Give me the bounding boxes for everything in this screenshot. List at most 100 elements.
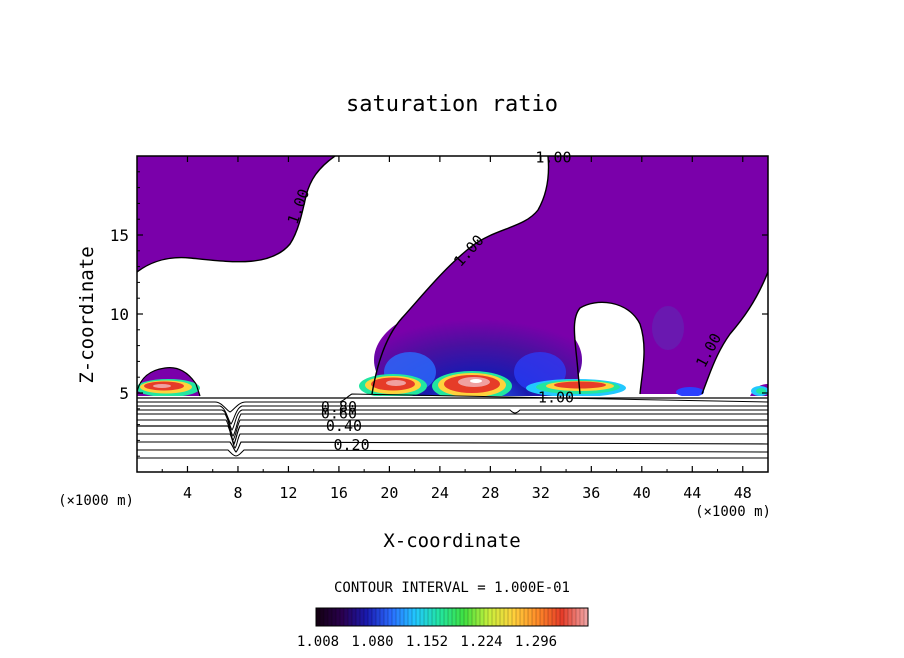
x-unit-left: (×1000 m) <box>58 493 134 509</box>
colorbar-stripe <box>548 608 553 626</box>
colorbar-stripe <box>532 608 537 626</box>
colorbar-stripe <box>504 608 509 626</box>
colorbar-stripe <box>468 608 473 626</box>
contour-label: 0.40 <box>326 417 362 435</box>
colorbar-stripe <box>408 608 413 626</box>
y-axis-label: Z-coordinate <box>76 246 98 383</box>
contour-label: 1.00 <box>538 389 574 407</box>
colorbar-stripe <box>516 608 521 626</box>
chart-title: saturation ratio <box>346 92 558 117</box>
contour-label-text: 0.60 <box>321 405 357 423</box>
colorbar-stripe <box>372 608 377 626</box>
colorbar-stripe <box>556 608 561 626</box>
colorbar-stripe <box>340 608 345 626</box>
colorbar-stripe <box>452 608 457 626</box>
colorbar-stripe <box>568 608 573 626</box>
colorbar-stripe <box>360 608 365 626</box>
colorbar-tick-label: 1.080 <box>351 634 393 650</box>
colorbar-stripe <box>464 608 469 626</box>
colorbar-stripe <box>428 608 433 626</box>
colorbar-tick-label: 1.152 <box>406 634 448 650</box>
x-tick-label: 48 <box>734 484 752 502</box>
y-tick-label: 10 <box>110 305 129 324</box>
x-tick-label: 12 <box>279 484 297 502</box>
contour-label: 0.20 <box>333 436 369 454</box>
colorbar-stripe <box>440 608 445 626</box>
y-axis-ticks: 5 10 15 <box>110 171 768 457</box>
colorbar-stripe <box>492 608 497 626</box>
contour-label-text: 1.00 <box>538 389 574 407</box>
colorbar-stripe <box>344 608 349 626</box>
contour-label: 1.00 <box>535 149 571 167</box>
colorbar-stripe <box>336 608 341 626</box>
colorbar-stripe <box>572 608 577 626</box>
colorbar-stripe <box>564 608 569 626</box>
colorbar-stripe <box>560 608 565 626</box>
contour-interval-text: CONTOUR INTERVAL = 1.000E-01 <box>334 580 570 596</box>
colorbar-stripe <box>500 608 505 626</box>
colorbar-tick-label: 1.296 <box>515 634 557 650</box>
colorbar-stripe <box>332 608 337 626</box>
colorbar-stripe <box>396 608 401 626</box>
weak-patch-40 <box>652 306 684 350</box>
colorbar-stripe <box>392 608 397 626</box>
colorbar-stripe <box>352 608 357 626</box>
colorbar-tick-label: 1.008 <box>297 634 339 650</box>
colorbar-stripes <box>315 608 589 626</box>
colorbar-stripe <box>448 608 453 626</box>
colorbar-stripe <box>388 608 393 626</box>
x-unit-right: (×1000 m) <box>695 504 771 520</box>
cloud-cores <box>137 371 768 401</box>
colorbar-stripe <box>540 608 545 626</box>
colorbar-stripe <box>316 608 321 626</box>
colorbar-stripe <box>496 608 501 626</box>
colorbar-stripe <box>444 608 449 626</box>
colorbar-stripe <box>416 608 421 626</box>
x-tick-label: 36 <box>582 484 600 502</box>
colorbar-stripe <box>520 608 525 626</box>
colorbar-stripe <box>412 608 417 626</box>
x-tick-label: 44 <box>683 484 701 502</box>
colorbar-tick-label: 1.224 <box>460 634 502 650</box>
colorbar-stripe <box>528 608 533 626</box>
colorbar-stripe <box>432 608 437 626</box>
contour-label-text: 0.20 <box>333 436 369 454</box>
colorbar-stripe <box>544 608 549 626</box>
colorbar-stripe <box>420 608 425 626</box>
x-tick-label: 28 <box>481 484 499 502</box>
colorbar-stripe <box>584 608 589 626</box>
colorbar-stripe <box>368 608 373 626</box>
colorbar-stripe <box>400 608 405 626</box>
colorbar-stripe <box>576 608 581 626</box>
plot-area <box>137 156 768 472</box>
x-axis-ticks: 4 8 12 16 20 24 28 32 36 40 44 48 <box>161 156 752 502</box>
y-tick-label: 15 <box>110 226 129 245</box>
colorbar-stripe <box>524 608 529 626</box>
colorbar-stripe <box>364 608 369 626</box>
colorbar-stripe <box>320 608 325 626</box>
colorbar-stripe <box>552 608 557 626</box>
colorbar-stripe <box>436 608 441 626</box>
x-axis-label: X-coordinate <box>383 530 520 552</box>
colorbar-stripe <box>472 608 477 626</box>
colorbar-stripe <box>488 608 493 626</box>
x-tick-label: 8 <box>233 484 242 502</box>
contour-label: 0.80 <box>321 398 357 416</box>
colorbar-stripe <box>580 608 585 626</box>
colorbar-stripe <box>324 608 329 626</box>
supersat-region-upper-left <box>137 156 335 272</box>
colorbar-stripe <box>508 608 513 626</box>
colorbar-stripe <box>476 608 481 626</box>
contour-label: 0.60 <box>321 405 357 423</box>
colorbar-stripe <box>376 608 381 626</box>
contour-label-text: 0.40 <box>326 417 362 435</box>
contour-lines <box>137 156 768 459</box>
colorbar-stripe <box>356 608 361 626</box>
colorbar-stripe <box>328 608 333 626</box>
colorbar-stripe <box>424 608 429 626</box>
colorbar-tick-labels: 1.008 1.080 1.152 1.224 1.296 <box>297 634 557 650</box>
colorbar-stripe <box>348 608 353 626</box>
colorbar-stripe <box>484 608 489 626</box>
